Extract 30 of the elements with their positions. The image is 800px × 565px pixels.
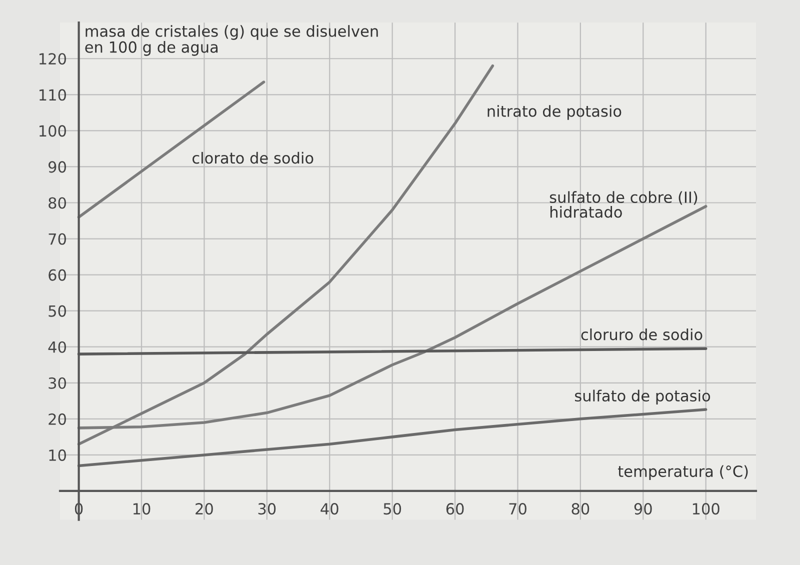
x-tick-label: 60 <box>446 503 464 515</box>
x-tick-label: 70 <box>509 503 526 515</box>
y-tick-label: 10 <box>49 449 66 461</box>
y-tick-label: 80 <box>48 197 66 209</box>
y-tick-label: 100 <box>40 125 66 137</box>
series-label: sulfato de potasio <box>574 390 710 405</box>
x-tick-label: 20 <box>196 503 213 515</box>
x-tick-label: 90 <box>634 503 652 515</box>
series-label: clorato de sodio <box>192 152 314 164</box>
y-tick-label: 110 <box>40 89 66 101</box>
y-tick-label: 30 <box>48 377 66 389</box>
y-axis-title: masa de cristales (g) que se disuelven en 100 g de agua <box>85 25 378 56</box>
x-tick-label: 10 <box>133 503 150 515</box>
x-tick-label: 80 <box>572 503 590 515</box>
y-tick-label: 90 <box>48 161 66 173</box>
series-label: sulfato de cobre (II) hidratado <box>550 191 698 218</box>
y-tick-label: 20 <box>48 413 66 425</box>
series-label: nitrato de potasio <box>488 105 622 120</box>
line-series <box>77 408 708 468</box>
y-tick-label: 50 <box>48 305 66 317</box>
x-tick-label: 50 <box>384 503 402 515</box>
y-tick-label: 70 <box>48 233 66 245</box>
y-tick-label: 120 <box>40 53 66 65</box>
series-label: cloruro de sodio <box>581 328 702 340</box>
x-tick-label: 30 <box>258 503 276 515</box>
y-tick-label: 40 <box>48 341 66 353</box>
y-tick-label: 60 <box>48 269 66 281</box>
x-tick-label: 40 <box>320 503 338 515</box>
x-tick-label: 100 <box>692 503 720 515</box>
x-axis-title: temperatura (°C) <box>618 465 748 480</box>
